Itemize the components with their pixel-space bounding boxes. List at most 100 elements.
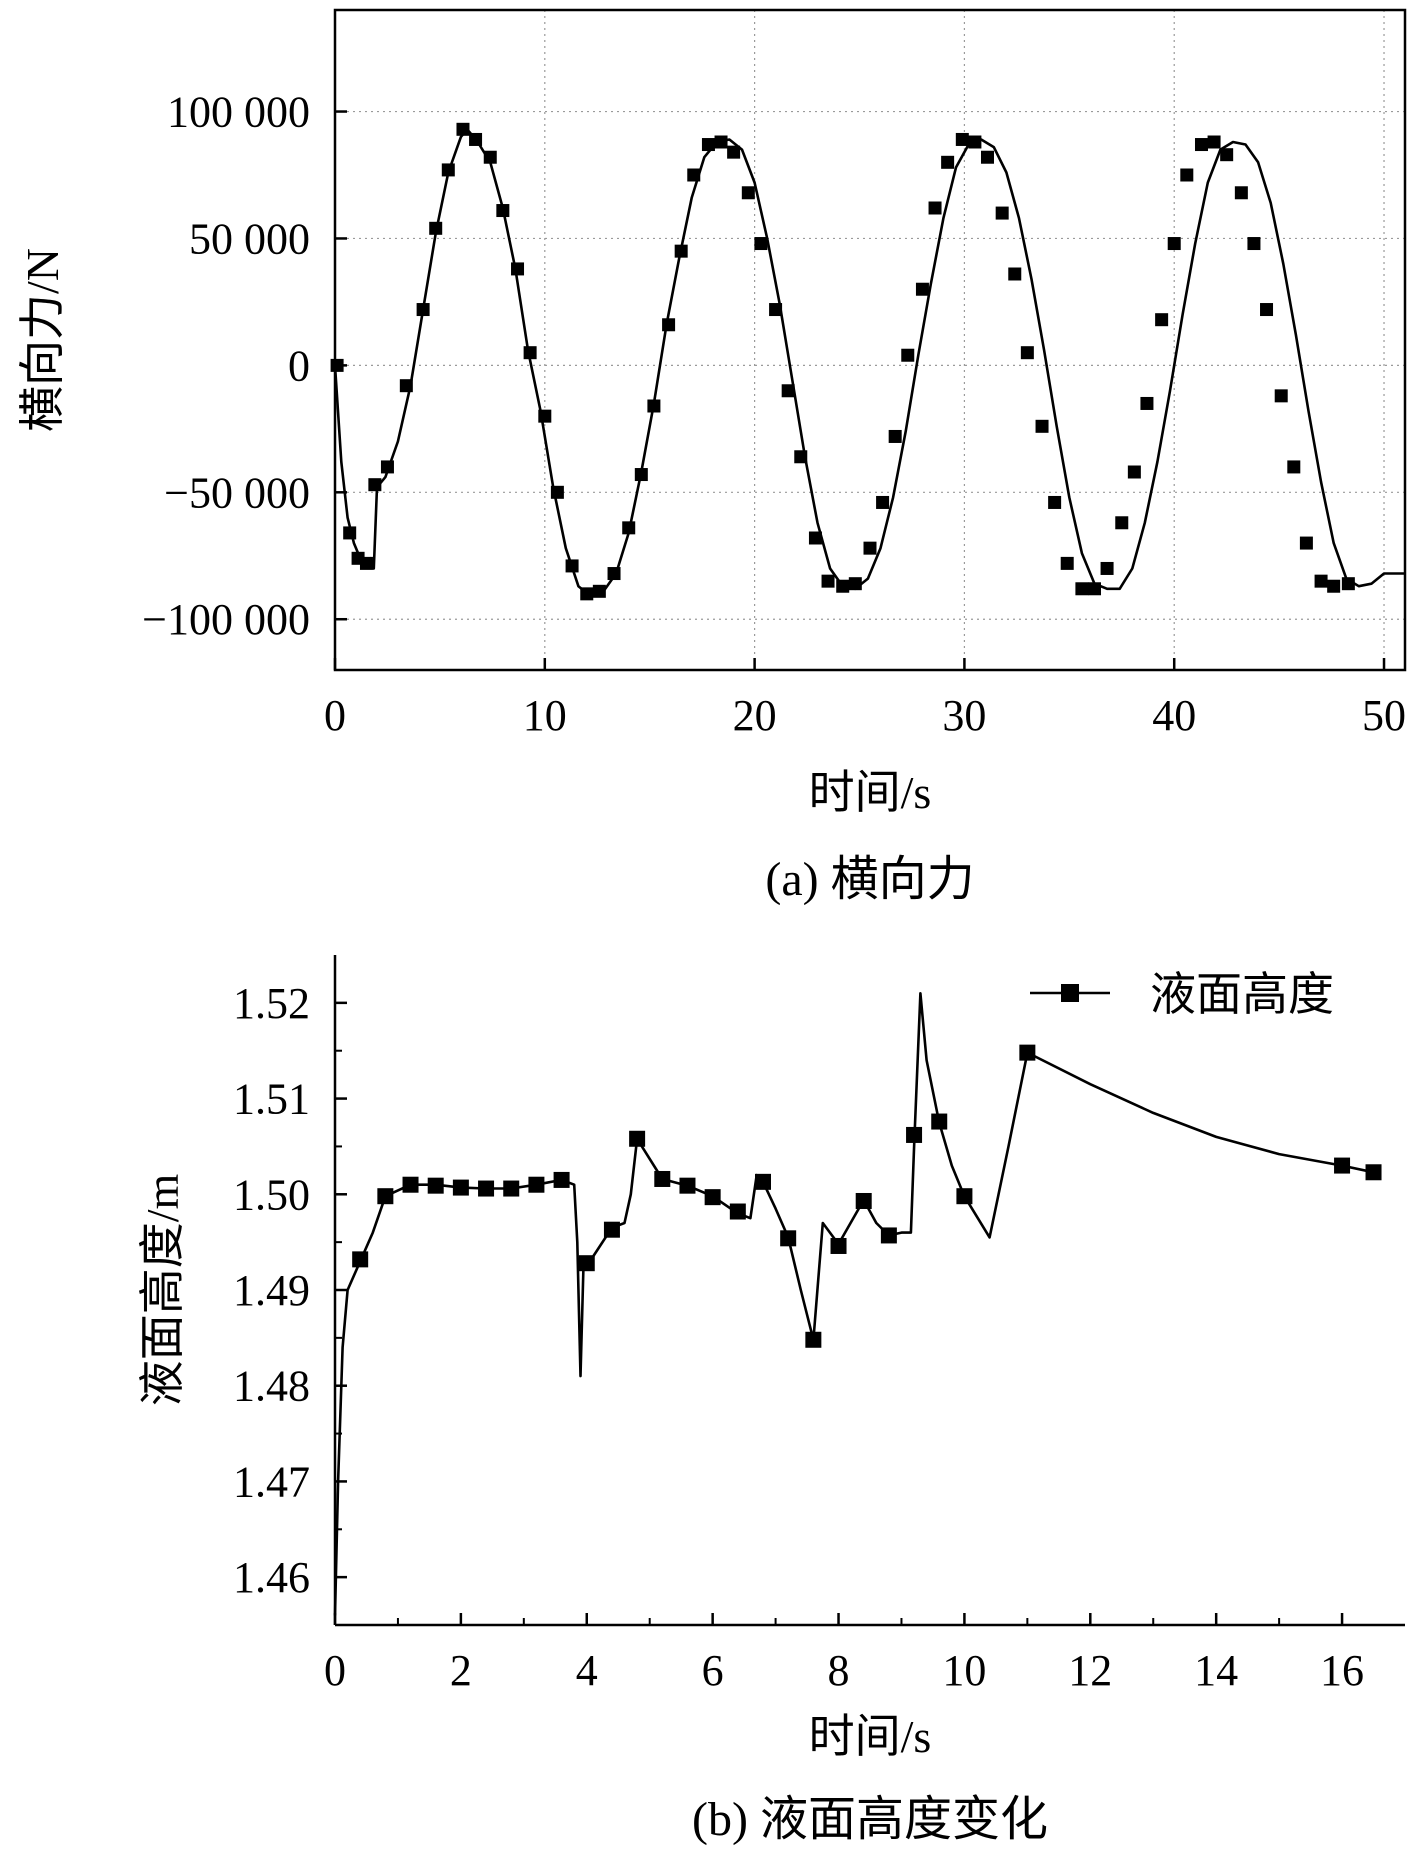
chart-lateral-force: 0 10 20 30 40 50 100 000 50 000 0 −50 000 −100 00…: [17, 8, 1407, 906]
chart-a-x-ticks: 0 10 20 30 40 50: [324, 658, 1406, 740]
data-point: [876, 495, 890, 509]
data-point: [647, 399, 661, 413]
chart-b-y-axis-title: 液面高度/m: [137, 1174, 188, 1407]
data-point: [701, 138, 715, 152]
data-point: [352, 1251, 369, 1268]
data-point: [330, 358, 344, 372]
y-tick-label: 50 000: [189, 214, 310, 263]
data-point: [915, 282, 929, 296]
y-tick-label: −50 000: [164, 468, 310, 517]
data-point: [741, 186, 755, 200]
data-point: [441, 163, 455, 177]
data-point: [580, 587, 594, 601]
data-point: [503, 1180, 520, 1197]
data-point: [781, 384, 795, 398]
legend-marker-sample: [1061, 984, 1079, 1002]
data-point: [888, 429, 902, 443]
data-point: [1167, 237, 1181, 251]
data-point: [980, 150, 994, 164]
y-tick-label: 0: [288, 341, 310, 390]
x-tick-label: 12: [1068, 1646, 1112, 1695]
data-point: [359, 556, 373, 570]
data-point: [1220, 148, 1234, 162]
data-point: [794, 450, 808, 464]
data-point: [830, 1237, 847, 1254]
chart-b-x-ticks: 0 2 4 6 8 10 12 14 16: [324, 1613, 1364, 1695]
chart-a-plot-frame: [333, 8, 1407, 672]
y-tick-label: 1.51: [233, 1075, 310, 1124]
x-tick-label: 40: [1152, 691, 1196, 740]
data-point: [848, 577, 862, 591]
chart-b-x-axis-title: 时间/s: [809, 1711, 932, 1762]
data-point: [1260, 303, 1274, 317]
data-point: [1327, 579, 1341, 593]
data-point: [603, 1221, 620, 1238]
chart-a-x-axis-title: 时间/s: [809, 767, 932, 818]
data-point: [523, 346, 537, 360]
data-point: [380, 460, 394, 474]
data-point: [956, 1188, 973, 1205]
chart-b-legend: 液面高度: [1030, 969, 1334, 1020]
data-point: [1314, 574, 1328, 588]
chart-a-caption: (a) 横向力: [765, 853, 974, 906]
data-point: [769, 303, 783, 317]
data-point: [727, 145, 741, 159]
y-tick-label: 1.46: [233, 1553, 310, 1602]
data-point: [553, 1171, 570, 1188]
data-point: [1207, 135, 1221, 149]
data-point: [687, 168, 701, 182]
data-point: [483, 150, 497, 164]
data-point: [704, 1189, 721, 1206]
data-point: [1274, 389, 1288, 403]
data-point: [629, 1130, 646, 1147]
data-point: [592, 584, 606, 598]
data-point: [1020, 346, 1034, 360]
data-point: [1048, 495, 1062, 509]
x-tick-label: 10: [942, 1646, 986, 1695]
data-point: [578, 1255, 595, 1272]
data-point: [941, 155, 955, 169]
data-point: [729, 1203, 746, 1220]
legend-label: 液面高度: [1150, 969, 1334, 1020]
data-point: [906, 1126, 923, 1143]
chart-a-y-ticks: 100 000 50 000 0 −50 000 −100 000: [142, 88, 347, 644]
y-tick-label: 1.50: [233, 1170, 310, 1219]
data-point: [622, 521, 636, 535]
data-point: [511, 262, 525, 276]
x-tick-label: 10: [523, 691, 567, 740]
data-point: [714, 135, 728, 149]
data-point: [1155, 313, 1169, 327]
data-point: [1365, 1164, 1382, 1181]
y-tick-label: 1.47: [233, 1457, 310, 1506]
data-point: [821, 574, 835, 588]
data-point: [607, 567, 621, 581]
data-point: [634, 468, 648, 482]
data-point: [755, 1173, 771, 1190]
y-tick-label: 100 000: [167, 88, 310, 137]
data-point: [1334, 1157, 1351, 1174]
y-tick-label: 1.52: [233, 979, 310, 1028]
x-tick-label: 30: [942, 691, 986, 740]
data-point: [662, 318, 676, 332]
data-point: [427, 1177, 444, 1194]
x-tick-label: 6: [702, 1646, 724, 1695]
chart-a-series: [330, 122, 1405, 601]
data-point: [565, 559, 579, 573]
data-point: [1115, 516, 1129, 530]
data-point: [399, 379, 413, 393]
data-point: [452, 1179, 469, 1196]
data-point: [901, 348, 915, 362]
data-point: [780, 1230, 797, 1247]
x-tick-label: 0: [324, 691, 346, 740]
x-tick-label: 14: [1194, 1646, 1238, 1695]
data-point: [377, 1188, 394, 1205]
data-point: [863, 541, 877, 555]
data-point: [928, 201, 942, 215]
data-point: [968, 135, 982, 149]
x-tick-label: 8: [828, 1646, 850, 1695]
data-point: [754, 237, 768, 251]
data-point: [456, 122, 470, 136]
data-point: [836, 579, 850, 593]
data-point: [416, 303, 430, 317]
